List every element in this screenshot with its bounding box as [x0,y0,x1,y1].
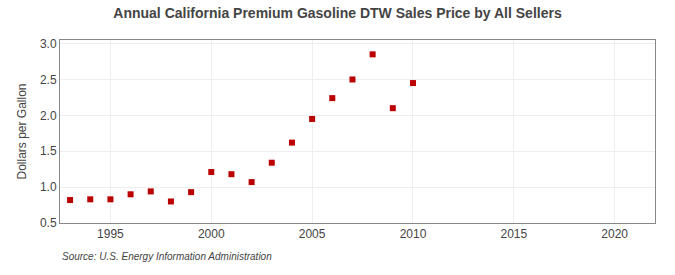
svg-text:2.0: 2.0 [40,109,57,123]
svg-text:1.0: 1.0 [40,180,57,194]
svg-text:2005: 2005 [299,227,326,241]
svg-text:2000: 2000 [198,227,225,241]
svg-text:Dollars per Gallon: Dollars per Gallon [15,83,29,179]
svg-text:Source: U.S. Energy Informatio: Source: U.S. Energy Information Administ… [62,251,272,262]
svg-text:2015: 2015 [500,227,527,241]
svg-text:2020: 2020 [601,227,628,241]
svg-text:2010: 2010 [400,227,427,241]
svg-text:1995: 1995 [97,227,124,241]
svg-text:0.5: 0.5 [40,216,57,230]
svg-text:1.5: 1.5 [40,144,57,158]
svg-text:3.0: 3.0 [40,37,57,51]
svg-text:Annual California Premium Gaso: Annual California Premium Gasoline DTW S… [113,5,562,21]
svg-text:2.5: 2.5 [40,73,57,87]
